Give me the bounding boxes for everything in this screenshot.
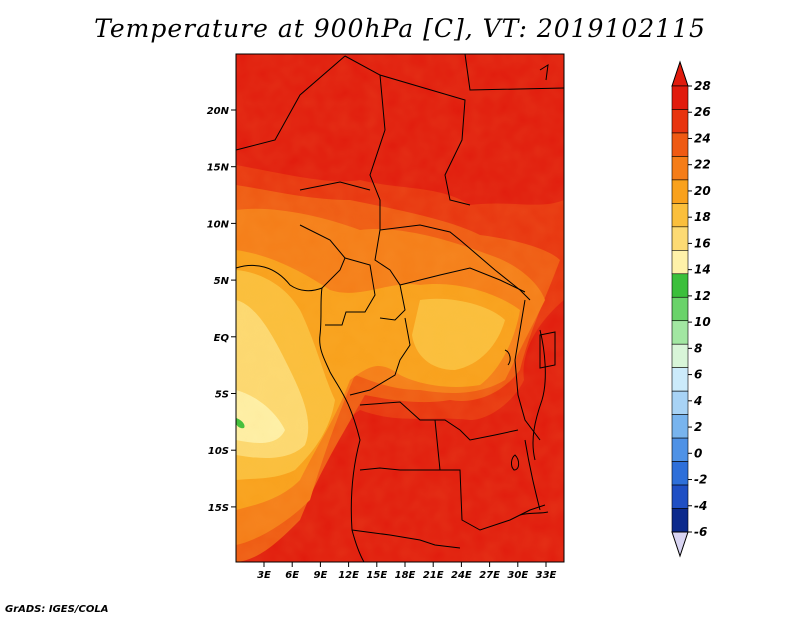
colorbar-label: 18: [694, 210, 711, 224]
coastlines-and-borders: [235, 53, 565, 563]
colorbar-segment: [671, 437, 689, 462]
colorbar-segment: [671, 390, 689, 415]
colorbar-segment: [671, 484, 689, 509]
colorbar-label: -2: [694, 473, 707, 487]
colorbar-segment: [671, 367, 689, 392]
lon-tick-label: 21E: [423, 570, 444, 581]
chart-title: Temperature at 900hPa [C], VT: 201910211…: [94, 14, 706, 43]
colorbar-label: 24: [694, 131, 711, 145]
lon-tick-label: 3E: [257, 570, 271, 581]
colorbar-segment: [671, 179, 689, 204]
colorbar-label: 8: [694, 341, 702, 355]
colorbar-label: 22: [694, 158, 711, 172]
colorbar-label: 28: [694, 79, 711, 93]
lon-tick-label: 27E: [479, 570, 500, 581]
colorbar-label: 26: [694, 105, 711, 119]
credit-label: GrADS: IGES/COLA: [5, 604, 109, 615]
colorbar-label: 4: [693, 394, 702, 408]
lon-tick-label: 12E: [338, 570, 359, 581]
longitude-axis: 3E 6E 9E 12E 15E 18E 21E 24E 27E 30E 33E: [257, 562, 557, 581]
lat-tick-label: 10S: [208, 446, 229, 457]
colorbar-segment: [671, 343, 689, 368]
lat-tick-label: EQ: [214, 333, 230, 344]
colorbar-label: -4: [694, 499, 707, 513]
lon-tick-label: 18E: [395, 570, 416, 581]
colorbar-segment: [671, 156, 689, 181]
lat-tick-label: 5S: [215, 390, 229, 401]
lon-tick-label: 15E: [366, 570, 387, 581]
colorbar-label: -6: [694, 525, 707, 539]
colorbar-label: 2: [694, 420, 702, 434]
colorbar-segment: [671, 132, 689, 157]
colorbar-label: 10: [694, 315, 711, 329]
latitude-axis: 20N 15N 10N 5N EQ 5S 10S 15S: [207, 106, 236, 514]
colorbar-label: 16: [694, 236, 711, 250]
colorbar-top-arrow: [671, 60, 689, 87]
lon-tick-label: 6E: [285, 570, 299, 581]
colorbar-segment: [671, 250, 689, 275]
colorbar-label: 14: [694, 263, 711, 277]
colorbar-segment: [671, 320, 689, 345]
colorbar-segment: [671, 296, 689, 322]
lat-tick-label: 15N: [207, 163, 230, 174]
colorbar-label: 6: [694, 368, 702, 382]
colorbar-segment: [671, 508, 689, 533]
colorbar-label: 0: [694, 446, 702, 460]
lat-tick-label: 5N: [214, 276, 230, 287]
lon-tick-label: 30E: [507, 570, 528, 581]
colorbar-segment: [671, 273, 689, 298]
colorbar-label: 20: [694, 184, 711, 198]
colorbar-segment: [671, 414, 689, 439]
colorbar-segment: [671, 85, 689, 110]
lon-tick-label: 24E: [451, 570, 472, 581]
colorbar-segment: [671, 226, 689, 251]
lat-tick-label: 10N: [207, 219, 230, 230]
colorbar-label: 12: [694, 289, 711, 303]
colorbar-segment: [671, 461, 689, 486]
temperature-field: [236, 54, 564, 562]
map-frame: [235, 53, 565, 563]
lon-tick-label: 9E: [314, 570, 328, 581]
colorbar-segment: [671, 203, 689, 228]
lat-tick-label: 15S: [208, 503, 229, 514]
lat-tick-label: 20N: [207, 106, 230, 117]
colorbar-bottom-arrow: [671, 531, 689, 558]
lon-tick-label: 33E: [536, 570, 557, 581]
colorbar-segment: [671, 109, 689, 134]
